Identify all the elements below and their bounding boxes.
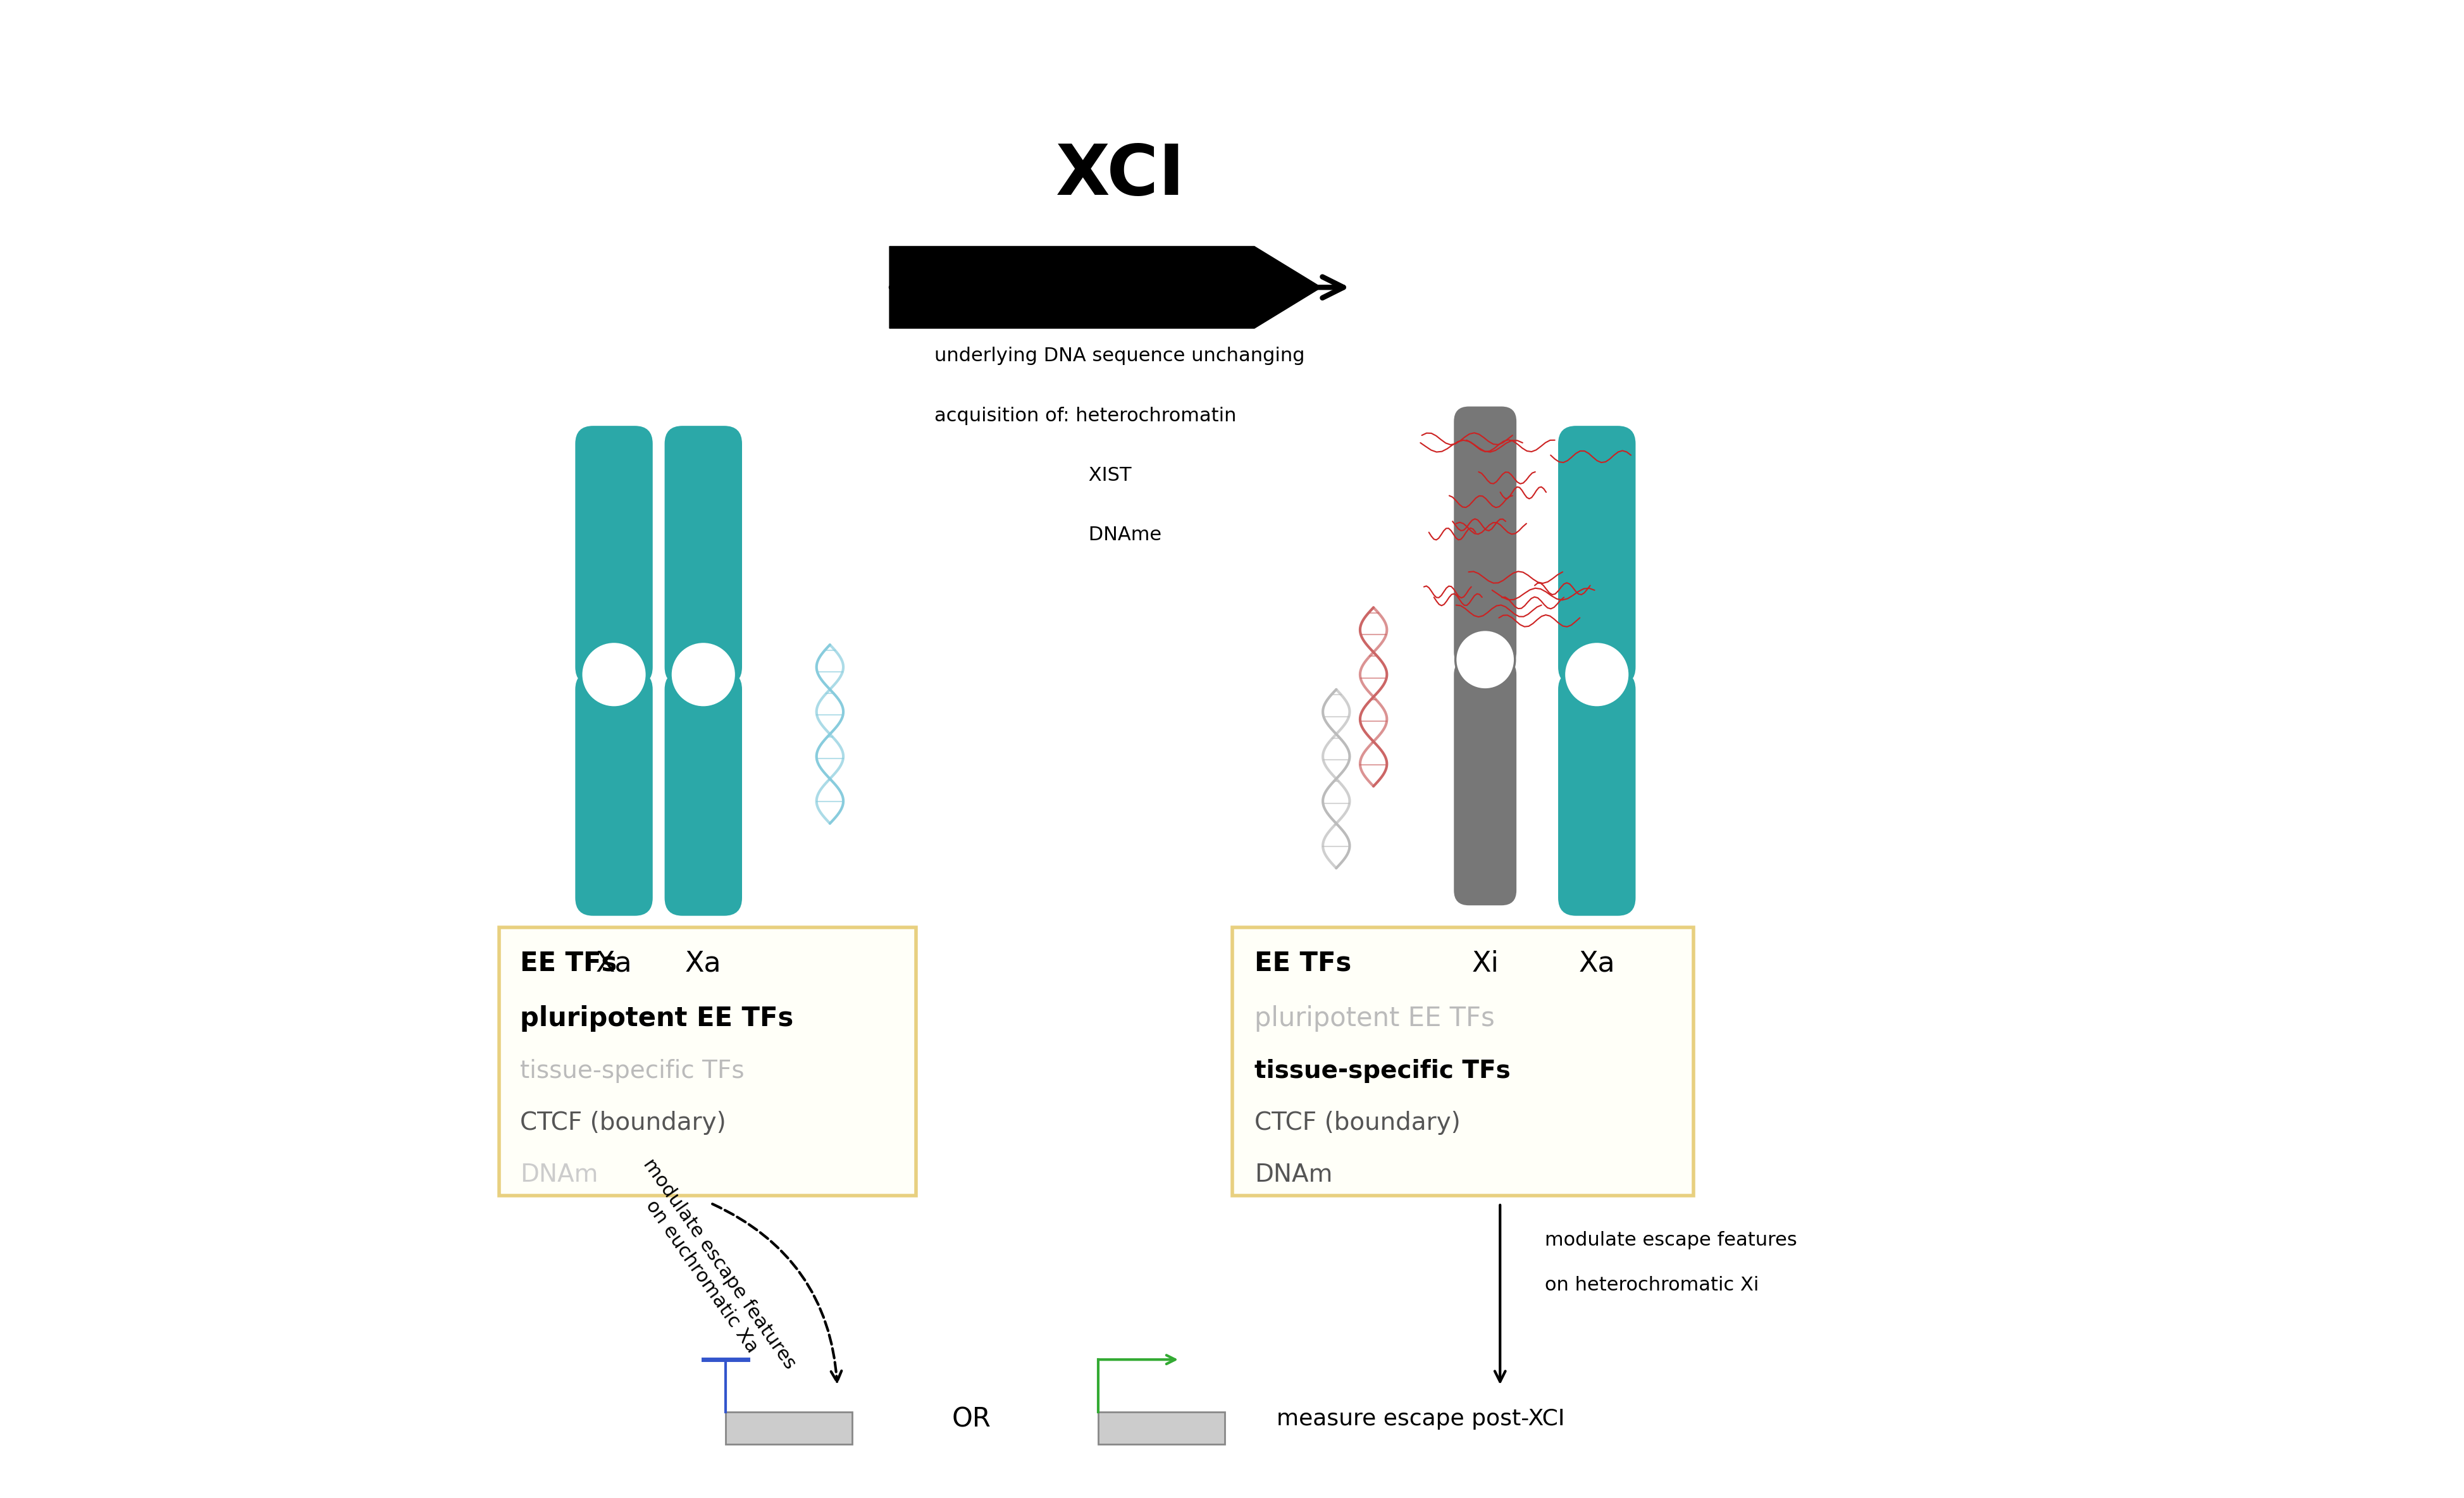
Text: underlying DNA sequence unchanging: underlying DNA sequence unchanging bbox=[934, 348, 1303, 366]
FancyBboxPatch shape bbox=[665, 425, 742, 685]
FancyArrow shape bbox=[890, 246, 1321, 328]
Text: pluripotent EE TFs: pluripotent EE TFs bbox=[1254, 1005, 1496, 1032]
Text: Xa: Xa bbox=[1579, 950, 1614, 977]
Text: CTCF (boundary): CTCF (boundary) bbox=[1254, 1112, 1461, 1135]
Circle shape bbox=[670, 641, 737, 707]
Text: acquisition of: heterochromatin: acquisition of: heterochromatin bbox=[934, 406, 1237, 425]
FancyBboxPatch shape bbox=[1557, 671, 1636, 915]
Circle shape bbox=[582, 641, 646, 707]
Text: modulate escape features: modulate escape features bbox=[1545, 1231, 1796, 1249]
Text: CTCF (boundary): CTCF (boundary) bbox=[520, 1112, 727, 1135]
Text: XCI: XCI bbox=[1055, 142, 1185, 210]
Text: tissue-specific TFs: tissue-specific TFs bbox=[520, 1059, 744, 1083]
Circle shape bbox=[1565, 641, 1629, 707]
FancyBboxPatch shape bbox=[1454, 406, 1515, 667]
Text: tissue-specific TFs: tissue-specific TFs bbox=[1254, 1059, 1510, 1083]
Text: on heterochromatic Xi: on heterochromatic Xi bbox=[1545, 1276, 1759, 1294]
FancyBboxPatch shape bbox=[1557, 425, 1636, 685]
Text: Xa: Xa bbox=[685, 950, 722, 977]
FancyBboxPatch shape bbox=[1232, 927, 1693, 1195]
FancyBboxPatch shape bbox=[500, 927, 917, 1195]
Bar bbox=[1099, 1411, 1225, 1444]
Text: Xa: Xa bbox=[596, 950, 633, 977]
FancyBboxPatch shape bbox=[1454, 659, 1515, 905]
Text: DNAme: DNAme bbox=[934, 526, 1161, 544]
Text: XIST: XIST bbox=[934, 466, 1131, 484]
Circle shape bbox=[1456, 629, 1515, 689]
Text: measure escape post-XCI: measure escape post-XCI bbox=[1276, 1408, 1565, 1431]
Text: modulate escape features
on euchromatic Xa: modulate escape features on euchromatic … bbox=[623, 1155, 798, 1384]
FancyBboxPatch shape bbox=[665, 671, 742, 915]
Text: DNAm: DNAm bbox=[520, 1162, 599, 1186]
Text: Xi: Xi bbox=[1471, 950, 1498, 977]
FancyBboxPatch shape bbox=[574, 425, 653, 685]
Text: EE TFs: EE TFs bbox=[520, 950, 616, 977]
Text: pluripotent EE TFs: pluripotent EE TFs bbox=[520, 1005, 793, 1032]
FancyBboxPatch shape bbox=[574, 671, 653, 915]
Text: EE TFs: EE TFs bbox=[1254, 950, 1350, 977]
Bar bbox=[727, 1411, 853, 1444]
Text: OR: OR bbox=[951, 1405, 991, 1432]
Text: DNAm: DNAm bbox=[1254, 1162, 1333, 1186]
